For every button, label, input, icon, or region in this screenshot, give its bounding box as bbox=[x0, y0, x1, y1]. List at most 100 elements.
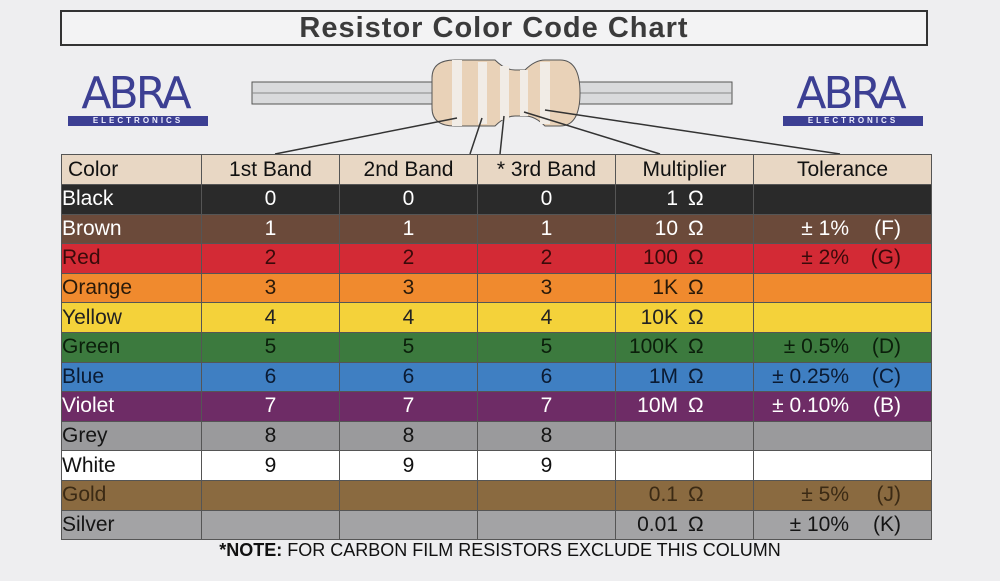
tolerance-code: (C) bbox=[871, 364, 901, 388]
tolerance-cell: ± 1% (F) bbox=[753, 213, 932, 245]
tolerance-code: (K) bbox=[873, 512, 901, 536]
band1-cell: 3 bbox=[201, 272, 340, 304]
logo-sub: ELECTRONICS bbox=[783, 116, 923, 126]
color-name: Violet bbox=[62, 394, 115, 418]
multiplier-value: 1K bbox=[652, 276, 678, 300]
band2-cell: 0 bbox=[339, 184, 478, 215]
band2-cell: 2 bbox=[339, 243, 478, 274]
color-code-table: Color 1st Band 2nd Band * 3rd Band Multi… bbox=[61, 154, 932, 541]
band3-value: 9 bbox=[540, 453, 553, 477]
color-name-cell: Yellow bbox=[61, 302, 202, 333]
color-name-cell: Green bbox=[61, 331, 202, 363]
band1-cell bbox=[201, 479, 340, 511]
band3-cell: 9 bbox=[477, 450, 616, 481]
abra-logo-right: ABRA ELECTRONICS bbox=[775, 68, 925, 132]
color-name: Brown bbox=[62, 216, 122, 240]
band2-cell: 7 bbox=[339, 391, 478, 422]
multiplier-value: 100 bbox=[642, 246, 678, 270]
tolerance-value: ± 0.10% bbox=[772, 394, 849, 418]
band3-cell bbox=[477, 509, 616, 541]
multiplier-cell: 10 Ω bbox=[615, 213, 754, 245]
band-1 bbox=[452, 60, 462, 126]
abra-logo-left: ABRA ELECTRONICS bbox=[60, 68, 210, 132]
table-row: Blue 6 6 6 1M Ω ± 0.25% (C) bbox=[61, 361, 932, 393]
band3-value: 7 bbox=[540, 394, 553, 418]
multiplier-cell: 0.01 Ω bbox=[615, 509, 754, 541]
color-name: Gold bbox=[62, 483, 107, 507]
multiplier-value: 1M bbox=[648, 364, 678, 388]
table-row: Black 0 0 0 1 Ω bbox=[61, 184, 932, 215]
tolerance-cell bbox=[753, 450, 932, 481]
table-header-row: Color 1st Band 2nd Band * 3rd Band Multi… bbox=[61, 154, 932, 185]
note-text: FOR CARBON FILM RESISTORS EXCLUDE THIS C… bbox=[282, 540, 781, 560]
multiplier-value: 0.01 bbox=[637, 512, 678, 536]
band1-value: 9 bbox=[264, 453, 277, 477]
band-3 bbox=[500, 66, 509, 120]
tolerance-cell: ± 0.10% (B) bbox=[753, 391, 932, 422]
multiplier-unit: Ω bbox=[688, 394, 704, 418]
color-name-cell: Gold bbox=[61, 479, 202, 511]
band1-cell: 2 bbox=[201, 243, 340, 274]
multiplier-unit: Ω bbox=[688, 276, 704, 300]
multiplier-unit: Ω bbox=[688, 512, 704, 536]
multiplier-value: 10K bbox=[640, 305, 678, 329]
table-row: Orange 3 3 3 1K Ω bbox=[61, 272, 932, 304]
band2-cell: 6 bbox=[339, 361, 478, 393]
band3-value: 0 bbox=[540, 187, 553, 211]
color-name: Yellow bbox=[62, 305, 122, 329]
band3-cell: 2 bbox=[477, 243, 616, 274]
band3-value: 5 bbox=[540, 335, 553, 359]
band3-cell bbox=[477, 479, 616, 511]
band3-value: 4 bbox=[540, 305, 553, 329]
tolerance-cell bbox=[753, 302, 932, 333]
band2-value: 2 bbox=[402, 246, 415, 270]
logo-brand: ABRA bbox=[796, 68, 906, 119]
header-band3: * 3rd Band bbox=[477, 154, 616, 185]
band2-value: 1 bbox=[402, 216, 415, 240]
band1-cell: 5 bbox=[201, 331, 340, 363]
band3-value: 2 bbox=[540, 246, 553, 270]
tolerance-code: (J) bbox=[876, 483, 902, 507]
multiplier-unit: Ω bbox=[688, 483, 704, 507]
color-name: Black bbox=[62, 187, 114, 211]
color-name-cell: Black bbox=[61, 184, 202, 215]
color-name: White bbox=[62, 453, 116, 477]
chart-title: Resistor Color Code Chart bbox=[60, 10, 928, 46]
tolerance-code: (F) bbox=[874, 216, 901, 240]
color-name-cell: Silver bbox=[61, 509, 202, 541]
band3-cell: 7 bbox=[477, 391, 616, 422]
band1-value: 1 bbox=[264, 216, 277, 240]
multiplier-value: 10 bbox=[654, 216, 678, 240]
multiplier-cell: 1M Ω bbox=[615, 361, 754, 393]
multiplier-cell: 1K Ω bbox=[615, 272, 754, 304]
multiplier-unit: Ω bbox=[688, 216, 704, 240]
band2-value: 8 bbox=[402, 424, 415, 448]
logo-sub: ELECTRONICS bbox=[68, 116, 208, 126]
band3-cell: 6 bbox=[477, 361, 616, 393]
tolerance-value: ± 1% bbox=[801, 216, 849, 240]
color-name: Blue bbox=[62, 364, 105, 388]
band-5 bbox=[540, 62, 550, 124]
tolerance-cell bbox=[753, 272, 932, 304]
table-row: White 9 9 9 bbox=[61, 450, 932, 481]
tolerance-cell bbox=[753, 184, 932, 215]
band1-cell: 1 bbox=[201, 213, 340, 245]
tolerance-value: ± 0.5% bbox=[783, 335, 849, 359]
band1-cell: 4 bbox=[201, 302, 340, 333]
multiplier-unit: Ω bbox=[688, 187, 704, 211]
band-4 bbox=[520, 70, 528, 116]
band2-value: 5 bbox=[402, 335, 415, 359]
tolerance-cell: ± 0.5% (D) bbox=[753, 331, 932, 363]
band3-value: 3 bbox=[540, 276, 553, 300]
band1-cell: 6 bbox=[201, 361, 340, 393]
band3-value: 1 bbox=[540, 216, 553, 240]
multiplier-value: 10M bbox=[637, 394, 678, 418]
band1-value: 5 bbox=[264, 335, 277, 359]
tolerance-cell: ± 10% (K) bbox=[753, 509, 932, 541]
band2-value: 4 bbox=[402, 305, 415, 329]
band1-value: 3 bbox=[264, 276, 277, 300]
multiplier-cell: 0.1 Ω bbox=[615, 479, 754, 511]
logo-brand: ABRA bbox=[81, 68, 191, 119]
multiplier-value: 0.1 bbox=[648, 483, 678, 507]
band1-cell bbox=[201, 509, 340, 541]
